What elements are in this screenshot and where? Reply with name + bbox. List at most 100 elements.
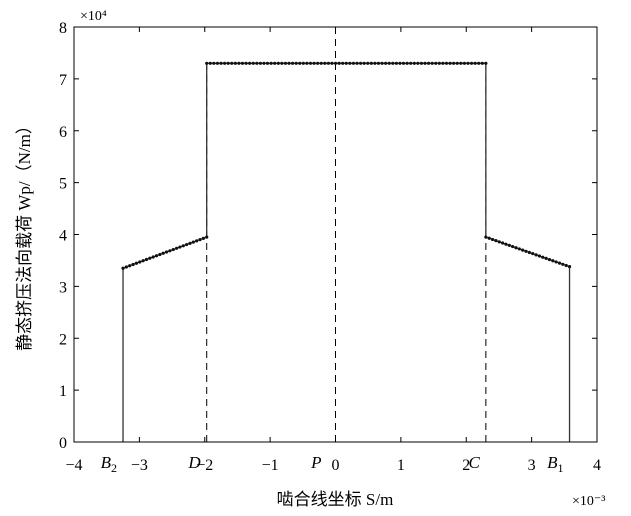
series-point-0-103 [480, 61, 484, 65]
x-tick-label-8: 4 [593, 457, 601, 474]
series-point-0-30 [219, 61, 223, 65]
series-point-0-18 [181, 244, 185, 248]
series-point-0-109 [497, 240, 501, 244]
series-point-0-67 [351, 61, 356, 65]
series-point-0-53 [301, 61, 305, 65]
y-axis-title: 静态挤压法向载荷 Wp/（N/m） [15, 117, 34, 351]
series-point-0-29 [215, 61, 220, 65]
series-point-0-34 [233, 61, 237, 65]
y-exponent-label: ×10⁴ [80, 9, 107, 24]
series-point-0-77 [387, 61, 391, 65]
y-tick-label-1: 1 [59, 383, 67, 400]
series-point-0-98 [462, 61, 466, 65]
series-point-0-46 [276, 61, 280, 65]
series-point-0-114 [514, 246, 518, 250]
series-point-0-11 [158, 252, 162, 257]
series-point-0-110 [501, 241, 505, 245]
series-point-0-99 [466, 61, 470, 65]
series-point-0-54 [305, 61, 309, 65]
series-point-0-119 [531, 252, 535, 256]
series-point-0-120 [534, 253, 538, 257]
x-tick-label-1: −3 [131, 457, 148, 474]
series-point-0-22 [195, 239, 199, 243]
series-point-0-27 [208, 61, 212, 65]
series-point-0-60 [326, 61, 330, 65]
series-point-0-71 [366, 61, 370, 65]
point-label-0: B2 [101, 453, 117, 475]
series-point-0-123 [544, 256, 548, 260]
y-tick-label-7: 7 [59, 72, 67, 89]
point-label-sub-4: 1 [558, 461, 564, 475]
series-point-0-65 [344, 61, 348, 65]
series-point-0-41 [258, 61, 262, 65]
series-point-0-82 [405, 61, 409, 65]
point-label-4: B1 [547, 453, 563, 475]
series-point-0-66 [348, 61, 352, 65]
series-point-0-63 [337, 61, 341, 65]
series-point-0-19 [185, 242, 189, 247]
series-point-0-15 [171, 247, 175, 252]
series-point-0-108 [494, 239, 498, 243]
point-label-1: D [187, 453, 201, 472]
y-tick-label-8: 8 [59, 20, 67, 37]
series-point-0-23 [198, 237, 202, 242]
series-point-0-75 [380, 61, 384, 65]
series-point-0-10 [154, 254, 159, 258]
series-point-0-100 [469, 61, 474, 65]
series-point-0-105 [484, 235, 488, 239]
series-point-0-116 [521, 248, 525, 252]
plot-layer [121, 27, 572, 442]
series-point-0-17 [178, 245, 182, 249]
point-label-2: P [310, 453, 321, 472]
series-point-0-117 [524, 249, 528, 253]
series-point-0-69 [359, 61, 363, 65]
series-point-0-2 [128, 264, 132, 268]
y-tick-label-4: 4 [59, 228, 67, 245]
series-point-0-40 [255, 61, 259, 65]
series-point-0-94 [448, 61, 452, 65]
series-point-0-81 [401, 61, 406, 65]
series-point-0-31 [223, 61, 227, 65]
point-label-sub-0: 2 [111, 461, 117, 475]
series-point-0-26 [205, 61, 209, 65]
series-point-0-32 [226, 61, 230, 65]
x-tick-label-3: −1 [262, 457, 279, 474]
series-point-0-20 [188, 241, 192, 245]
x-tick-label-7: 3 [528, 457, 536, 474]
series-point-0-50 [291, 61, 295, 65]
series-point-0-42 [262, 61, 266, 65]
x-exponent-label: ×10⁻³ [572, 494, 605, 509]
series-point-0-13 [164, 250, 169, 254]
series-point-0-28 [212, 61, 216, 65]
series-point-0-58 [319, 61, 323, 65]
y-tick-label-2: 2 [59, 331, 67, 348]
series-point-0-129 [564, 263, 568, 268]
series-point-0-74 [376, 61, 381, 65]
series-point-0-101 [473, 61, 477, 65]
y-tick-label-5: 5 [59, 176, 67, 193]
y-tick-label-0: 0 [59, 435, 67, 452]
series-point-0-73 [373, 61, 377, 65]
series-point-0-86 [419, 61, 424, 65]
series-point-0-107 [490, 237, 495, 242]
x-tick-label-2: −2 [196, 457, 213, 474]
series-point-0-92 [441, 61, 445, 65]
series-point-0-5 [138, 260, 142, 264]
series-point-0-55 [308, 61, 313, 65]
series-point-0-24 [201, 236, 205, 240]
series-point-0-12 [161, 251, 165, 255]
series-point-0-118 [527, 250, 531, 255]
series-point-0-85 [416, 61, 420, 65]
series-point-0-121 [537, 254, 542, 258]
series-point-0-39 [251, 61, 255, 65]
series-point-0-106 [487, 236, 491, 240]
series-point-0-95 [452, 61, 456, 65]
series-point-0-52 [298, 61, 302, 65]
series-point-0-64 [341, 61, 345, 65]
series-point-0-76 [384, 61, 388, 65]
series-point-0-45 [273, 61, 277, 65]
series-point-0-7 [144, 257, 149, 262]
series-point-0-89 [430, 61, 434, 65]
series-point-0-130 [567, 265, 572, 269]
